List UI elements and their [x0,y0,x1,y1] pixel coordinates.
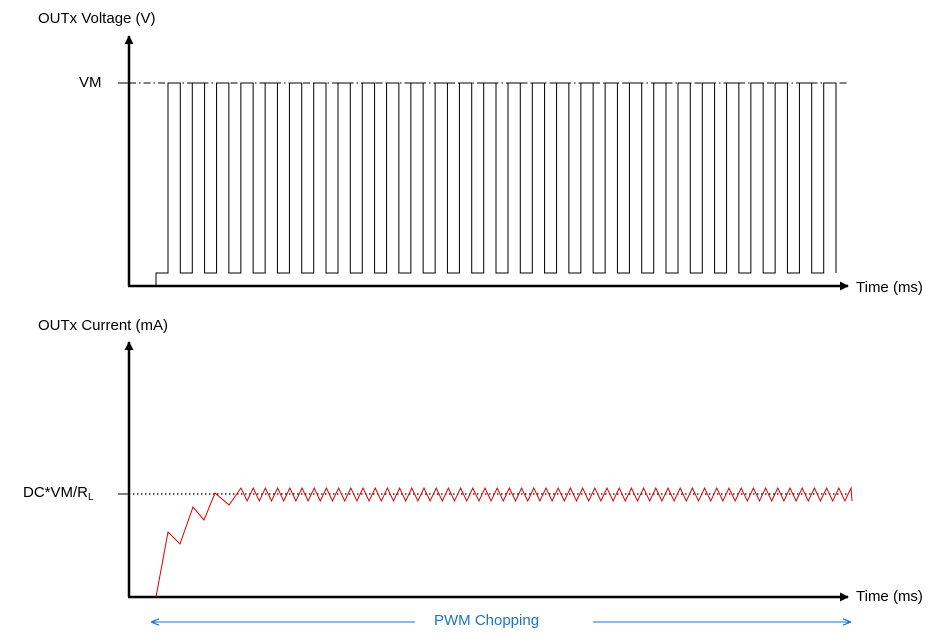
current-y-axis-label: OUTx Current (mA) [38,317,169,334]
pwm-voltage-waveform [155,82,837,286]
current-level-label-sub: L [88,492,94,503]
voltage-y-axis-label: OUTx Voltage (V) [38,10,156,27]
current-level-label: DC*VM/RL [23,484,94,507]
vm-level-label: VM [79,74,102,91]
current-level-label-main: DC*VM/R [23,484,89,501]
pwm-chopping-label: PWM Chopping [434,612,540,629]
current-x-axis-label: Time (ms) [856,588,923,605]
voltage-x-axis-label: Time (ms) [856,279,923,296]
current-waveform [155,486,853,598]
